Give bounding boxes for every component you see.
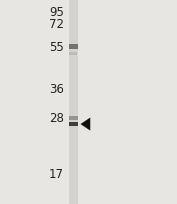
Text: 95: 95 — [49, 6, 64, 19]
Text: 36: 36 — [49, 82, 64, 95]
Bar — [69, 53, 78, 55]
Bar — [68, 0, 78, 204]
Text: 28: 28 — [49, 112, 64, 125]
Text: 55: 55 — [49, 41, 64, 54]
Text: 72: 72 — [49, 18, 64, 31]
Bar — [68, 117, 78, 120]
Polygon shape — [81, 118, 90, 131]
Bar — [68, 122, 78, 127]
Text: 17: 17 — [49, 167, 64, 180]
Bar — [68, 45, 78, 50]
